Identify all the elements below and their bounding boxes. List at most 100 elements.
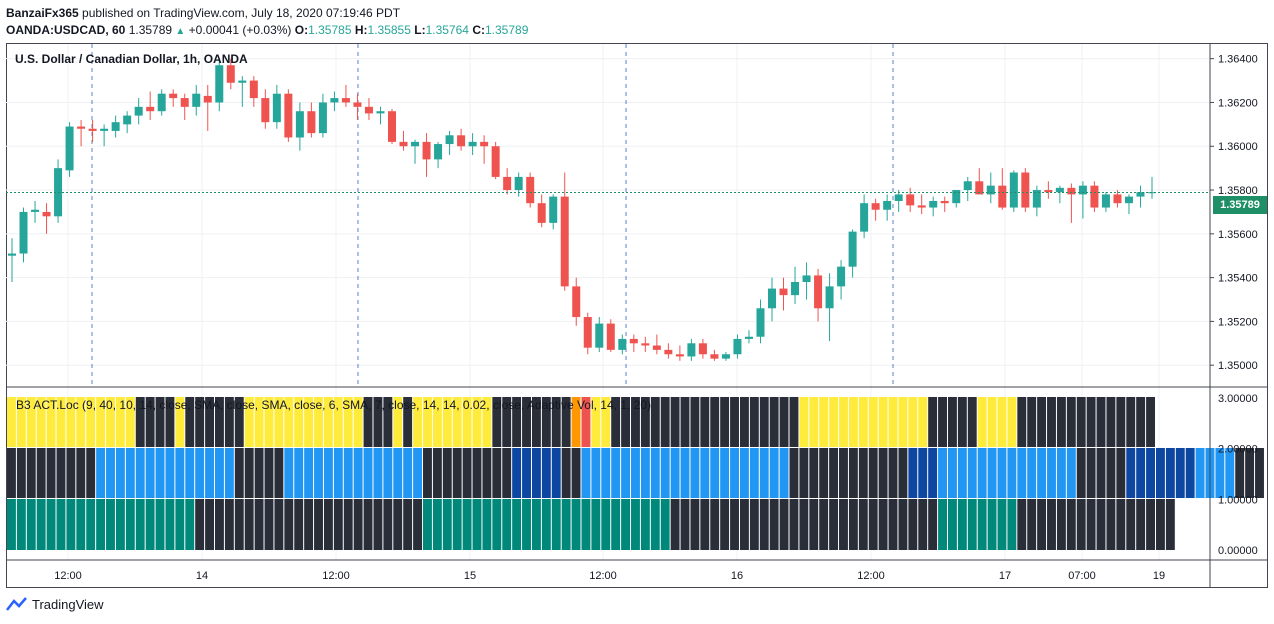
indicator-cell [601, 397, 611, 447]
indicator-cell [403, 499, 413, 550]
indicator-cell [502, 448, 512, 498]
indicator-cell [432, 448, 442, 498]
close-label: C: [472, 23, 485, 37]
indicator-cell [36, 448, 46, 498]
indicator-cell [1007, 397, 1017, 447]
candle-body [1067, 187, 1076, 195]
indicator-cell [799, 499, 809, 550]
indicator-cell [531, 448, 541, 498]
publisher-name: BanzaiFx365 [6, 6, 79, 20]
symbol-label: OANDA:USDCAD, 60 [6, 23, 126, 37]
candle-body [238, 80, 247, 83]
candle-body [272, 93, 281, 123]
candle-body [503, 176, 512, 191]
candle-body [595, 323, 604, 348]
candle-body [295, 111, 304, 138]
indicator-cell [205, 499, 215, 550]
indicator-cell [393, 448, 403, 498]
candle-body [180, 98, 189, 107]
indicator-cell [809, 397, 819, 447]
indicator-cell [1027, 448, 1037, 498]
indicator-cell [343, 499, 353, 550]
y-tick-label: 1.36000 [1218, 141, 1258, 153]
indicator-cell [551, 397, 561, 447]
indicator-cell [878, 499, 888, 550]
candle-body [583, 317, 592, 348]
candle-body [710, 354, 719, 359]
candle-body [8, 253, 16, 256]
indicator-cell [611, 499, 621, 550]
indicator-cell [244, 448, 254, 498]
indicator-cell [611, 397, 621, 447]
candle-body [249, 80, 258, 99]
indicator-cell [571, 397, 581, 447]
indicator-cell [997, 448, 1007, 498]
indicator-cell [234, 397, 244, 447]
candle-body [998, 185, 1007, 208]
indicator-cell [720, 448, 730, 498]
indicator-cell [482, 448, 492, 498]
candle-body [629, 338, 638, 344]
indicator-cell [680, 397, 690, 447]
indicator-cell [1106, 448, 1116, 498]
indicator-cell [36, 499, 46, 550]
indicator-cell [977, 397, 987, 447]
candle-body [491, 146, 500, 177]
indicator-cell [571, 499, 581, 550]
indicator-cell [254, 397, 264, 447]
indicator-cell [76, 397, 86, 447]
indicator-cell [195, 499, 205, 550]
indicator-cell [195, 397, 205, 447]
indicator-cell [106, 397, 115, 447]
candle-body [814, 275, 823, 309]
indicator-cell [115, 448, 125, 498]
indicator-cell [512, 448, 522, 498]
indicator-cell [591, 448, 601, 498]
indicator-cell [1027, 397, 1037, 447]
indicator-cell [492, 397, 502, 447]
indicator-cell [947, 448, 957, 498]
indicator-cell [373, 397, 383, 447]
candle-body [192, 93, 201, 107]
indicator-cell [799, 448, 809, 498]
indicator-cell [888, 448, 898, 498]
candle-body [940, 200, 949, 204]
candle-body [1136, 192, 1145, 197]
indicator-cell [96, 397, 106, 447]
indicator-cell [749, 499, 759, 550]
candle-body [376, 111, 385, 114]
candle-body [65, 126, 74, 171]
indicator-cell [769, 397, 779, 447]
indicator-cell [1007, 499, 1017, 550]
indicator-cell [1136, 448, 1146, 498]
candle-body [929, 200, 938, 208]
indicator-cell [670, 448, 680, 498]
indicator-cell [1126, 397, 1136, 447]
y-tick-label: 1.35400 [1218, 273, 1258, 285]
indicator-cell [1076, 499, 1086, 550]
x-tick-label: 14 [196, 570, 208, 582]
indicator-cell [56, 448, 66, 498]
indicator-bars-layer [7, 397, 1264, 550]
candle-body [1055, 187, 1064, 193]
indicator-cell [234, 499, 244, 550]
indicator-cell [1116, 499, 1126, 550]
indicator-cell [928, 499, 938, 550]
indicator-cell [957, 397, 967, 447]
indicator-cell [145, 397, 155, 447]
footer-branding[interactable]: TradingView [6, 597, 104, 612]
indicator-cell [1056, 397, 1066, 447]
indicator-cell [254, 448, 264, 498]
candle-body [1113, 194, 1122, 204]
indicator-cell [601, 499, 611, 550]
indicator-cell [1156, 448, 1165, 498]
candle-body [19, 211, 28, 254]
indicator-cell [393, 499, 403, 550]
indicator-tick-label: 2.00000 [1218, 444, 1258, 456]
candle-body [779, 288, 788, 296]
indicator-cell [403, 397, 413, 447]
indicator-cell [591, 499, 601, 550]
indicator-cell [660, 448, 670, 498]
indicator-cell [284, 448, 294, 498]
